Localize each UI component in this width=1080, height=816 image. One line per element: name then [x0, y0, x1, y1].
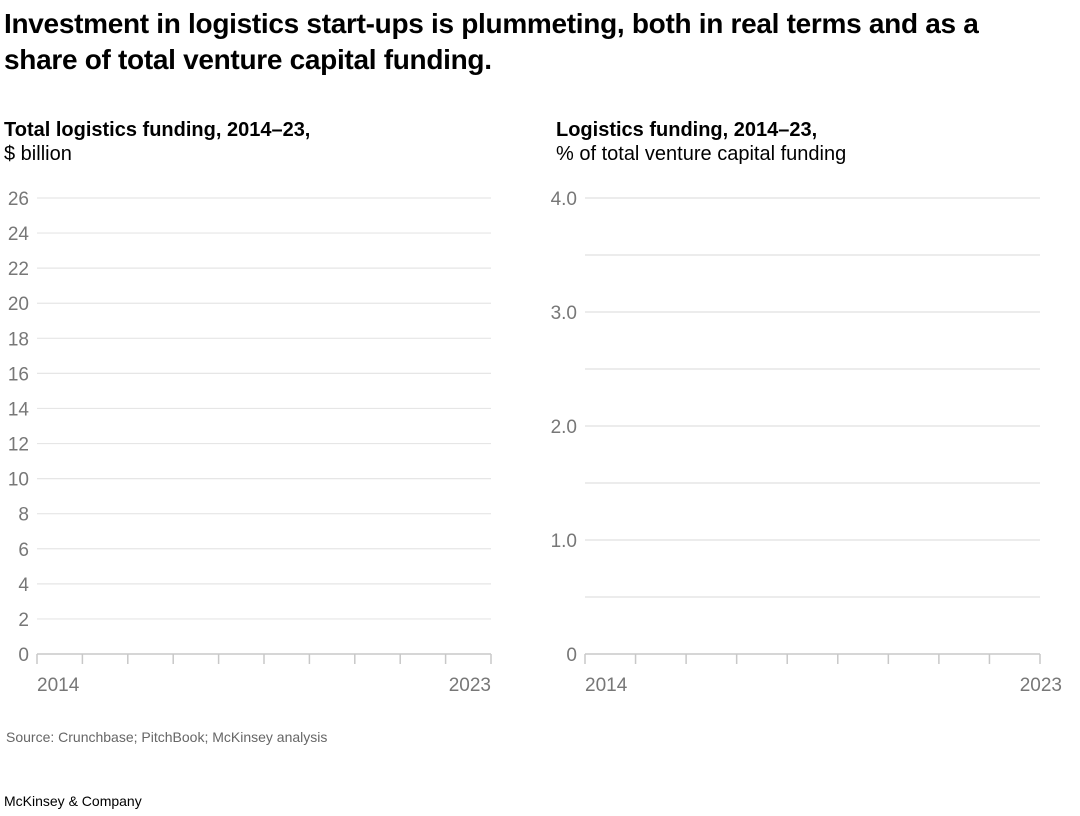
y-tick-label: 1.0 — [551, 531, 577, 552]
source-note: Source: Crunchbase; PitchBook; McKinsey … — [6, 729, 328, 745]
y-tick-label: 26 — [8, 189, 29, 210]
chart-headline: Investment in logistics start-ups is plu… — [4, 8, 979, 75]
y-tick-label: 10 — [8, 470, 29, 491]
y-tick-label: 18 — [8, 329, 29, 350]
right-chart-unit: % of total venture capital funding — [556, 143, 847, 165]
y-tick-label: 0 — [18, 645, 29, 666]
right-chart-title: Logistics funding, 2014–23, % of total v… — [556, 118, 846, 166]
y-tick-label: 8 — [18, 505, 29, 526]
x-tick-label: 2023 — [1020, 675, 1062, 696]
brand-logo-text: McKinsey & Company — [4, 793, 142, 809]
y-tick-label: 3.0 — [551, 303, 577, 324]
y-tick-label: 14 — [8, 399, 30, 420]
left-chart-title: Total logistics funding, 2014–23, $ bill… — [4, 118, 310, 166]
y-tick-label: 24 — [8, 224, 30, 245]
y-tick-label: 2.0 — [551, 417, 577, 438]
x-tick-label: 2014 — [585, 675, 628, 696]
y-tick-label: 20 — [8, 294, 29, 315]
right-chart-title-text: Logistics funding, 2014–23, — [556, 119, 818, 141]
x-tick-label: 2023 — [449, 675, 491, 696]
y-tick-label: 4 — [18, 575, 29, 596]
y-tick-label: 0 — [566, 645, 577, 666]
left-chart-unit: $ billion — [4, 143, 72, 165]
y-tick-label: 2 — [18, 610, 29, 631]
left-chart-title-text: Total logistics funding, 2014–23, — [4, 119, 311, 141]
y-tick-label: 6 — [18, 540, 29, 561]
y-tick-label: 12 — [8, 435, 29, 456]
y-tick-label: 22 — [8, 259, 29, 280]
y-tick-label: 16 — [8, 364, 29, 385]
x-tick-label: 2014 — [37, 675, 80, 696]
y-tick-label: 4.0 — [551, 189, 577, 210]
